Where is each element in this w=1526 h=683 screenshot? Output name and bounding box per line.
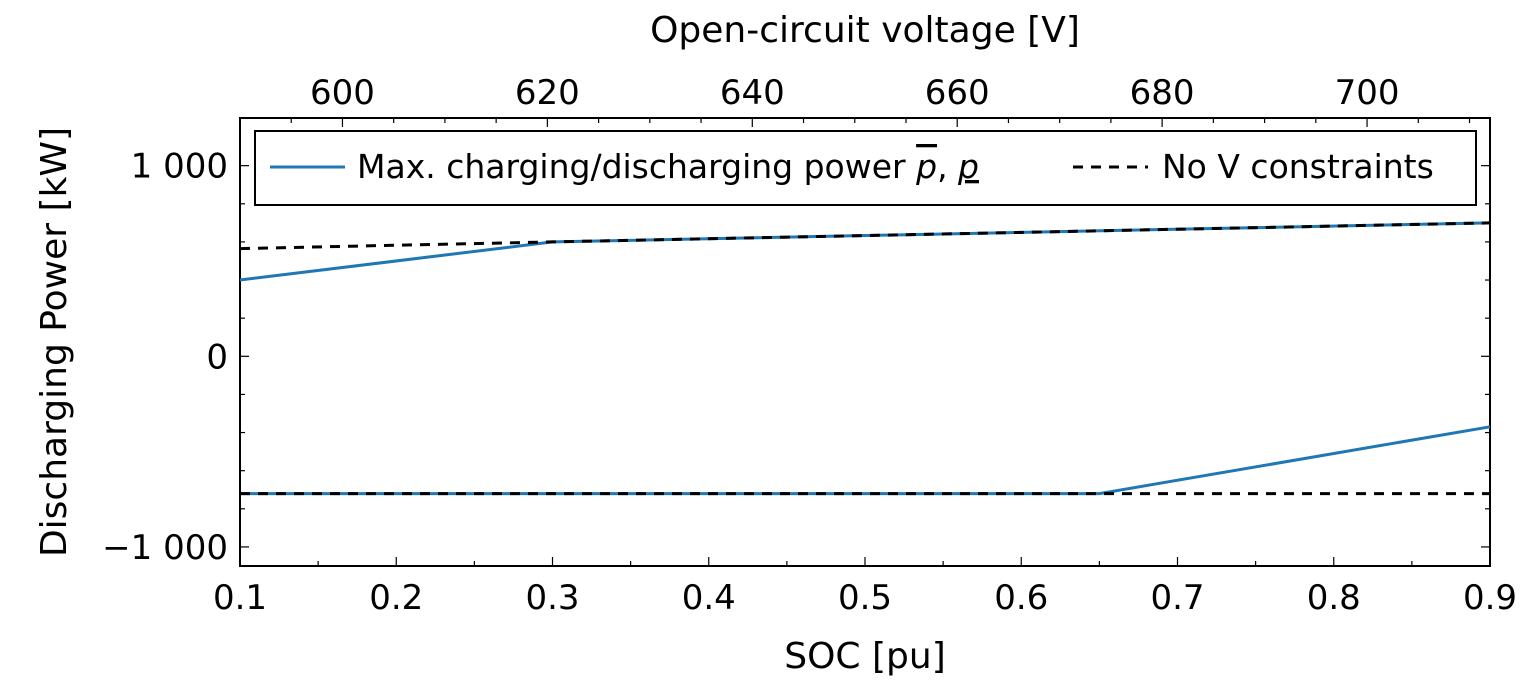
- legend-label-max-power: Max. charging/discharging power p, p: [357, 147, 979, 186]
- y-axis-title: Discharging Power [kW]: [34, 127, 75, 557]
- x-axis-title: SOC [pu]: [784, 636, 946, 677]
- series-no-v-constraints-line-0: [239, 221, 1491, 251]
- x2-axis-title: Open-circuit voltage [V]: [650, 10, 1080, 51]
- x2-tick-label: 660: [925, 73, 990, 113]
- x-tick-label: 0.8: [1307, 578, 1361, 618]
- x-tick-label: 0.3: [525, 578, 579, 618]
- x-tick-label: 0.2: [369, 578, 423, 618]
- axis-ticks: [239, 118, 1491, 566]
- x2-tick-label: 620: [515, 73, 580, 113]
- y-tick-label: 0: [206, 337, 228, 377]
- x-tick-label: 0.4: [682, 578, 736, 618]
- legend: Max. charging/discharging power p, p No …: [254, 130, 1477, 206]
- legend-label-no-v: No V constraints: [1162, 147, 1434, 186]
- x-tick-label: 0.9: [1463, 578, 1517, 618]
- x-tick-label: 0.1: [213, 578, 267, 618]
- y-tick-label: −1 000: [102, 528, 228, 568]
- series-max-power-line-1: [240, 425, 1491, 496]
- x2-tick-label: 640: [720, 73, 785, 113]
- legend-label-max-power-text: Max. charging/discharging power: [357, 147, 916, 186]
- series-max-power-line-0: [239, 221, 1491, 282]
- series-lines: [239, 221, 1491, 496]
- legend-box: [254, 130, 1477, 206]
- y-tick-label: 1 000: [131, 147, 228, 187]
- x-tick-label: 0.6: [994, 578, 1048, 618]
- legend-pbar: p: [915, 147, 937, 186]
- legend-sep: ,: [937, 147, 958, 186]
- x-tick-label: 0.5: [838, 578, 892, 618]
- x2-tick-label: 680: [1130, 73, 1195, 113]
- x2-tick-label: 700: [1335, 73, 1400, 113]
- legend-punder: p: [957, 147, 979, 186]
- x-tick-label: 0.7: [1150, 578, 1204, 618]
- tick-labels: 0.1 0.2 0.3 0.4 0.5 0.6 0.7 0.8 0.9 600 620 640 660 6…: [102, 73, 1517, 618]
- x2-tick-label: 600: [310, 73, 375, 113]
